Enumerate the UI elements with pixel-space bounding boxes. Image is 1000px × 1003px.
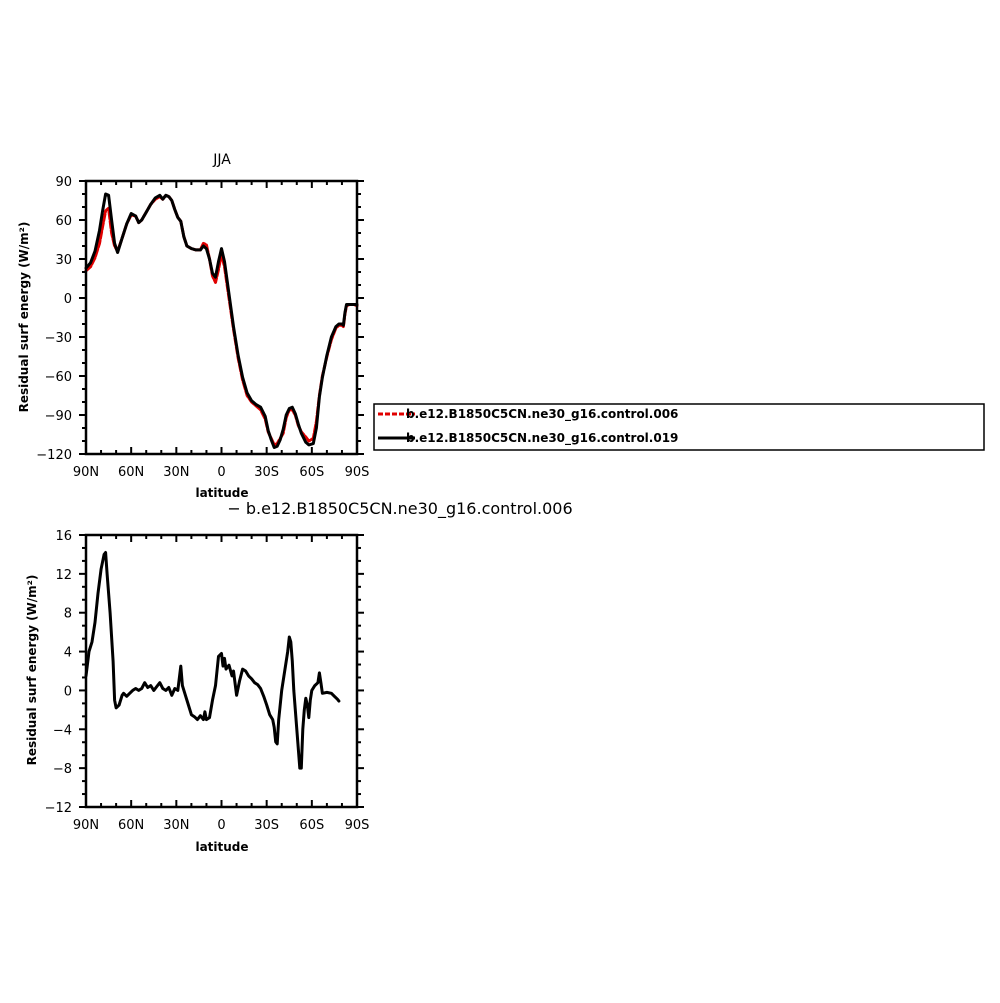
x-axis-label: latitude [195, 486, 248, 500]
y-tick-label: −90 [45, 409, 72, 424]
legend-box [373, 403, 985, 451]
panel-top: JJA Residual surf energy (W/m²) latitude… [17, 152, 985, 500]
y-tick-label: 60 [55, 214, 72, 229]
y-tick-label: 0 [64, 292, 72, 307]
chart-title: − b.e12.B1850C5CN.ne30_g16.control.006 [227, 499, 572, 519]
y-axis-label: Residual surf energy (W/m²) [17, 222, 31, 413]
series-line-2 [84, 192, 359, 449]
y-axis-label: Residual surf energy (W/m²) [25, 575, 39, 766]
plot-frame [84, 533, 359, 809]
y-tick-label: −120 [36, 448, 72, 463]
x-tick-label: 60S [299, 465, 324, 480]
x-tick-label: 90S [345, 818, 370, 833]
ticks-group: 90N 60N 30N 0 30S 60S 90S −120 −90 −60 −30 0 30 60 90 [36, 175, 369, 480]
series-line-1 [84, 551, 341, 770]
x-tick-label: 0 [217, 818, 225, 833]
y-tick-label: 30 [55, 253, 72, 268]
x-tick-label: 30S [254, 465, 279, 480]
legend-label-series-2: b.e12.B1850C5CN.ne30_g16.control.019 [406, 431, 678, 446]
series-line-1 [84, 193, 359, 447]
y-tick-label: −60 [45, 370, 72, 385]
series-group [84, 551, 341, 770]
x-tick-label: 30N [163, 818, 189, 833]
y-tick-label: −4 [53, 723, 72, 738]
y-tick-label: −8 [53, 762, 72, 777]
x-tick-label: 90S [345, 465, 370, 480]
y-tick-label: 12 [55, 568, 72, 583]
x-tick-label: 30N [163, 465, 189, 480]
chart-title: JJA [212, 152, 231, 168]
legend: b.e12.B1850C5CN.ne30_g16.control.006 b.e… [373, 403, 985, 451]
y-tick-label: −30 [45, 331, 72, 346]
x-tick-label: 30S [254, 818, 279, 833]
x-tick-label: 90N [73, 465, 99, 480]
y-tick-label: 8 [64, 607, 72, 622]
y-tick-label: 4 [64, 646, 72, 661]
panel-bottom: − b.e12.B1850C5CN.ne30_g16.control.006 R… [25, 499, 573, 854]
series-group [84, 192, 359, 449]
ticks-group: 90N 60N 30N 0 30S 60S 90S −12 −8 −4 0 4 8 12 16 [45, 529, 370, 833]
y-tick-label: 16 [55, 529, 72, 544]
y-tick-label: 90 [55, 175, 72, 190]
x-tick-label: 60N [118, 818, 144, 833]
y-tick-label: 0 [64, 684, 72, 699]
x-tick-label: 60N [118, 465, 144, 480]
x-tick-label: 0 [217, 465, 225, 480]
y-tick-label: −12 [45, 801, 72, 816]
x-tick-label: 60S [299, 818, 324, 833]
x-tick-label: 90N [73, 818, 99, 833]
x-axis-label: latitude [195, 840, 248, 854]
legend-label-series-1: b.e12.B1850C5CN.ne30_g16.control.006 [406, 407, 678, 422]
